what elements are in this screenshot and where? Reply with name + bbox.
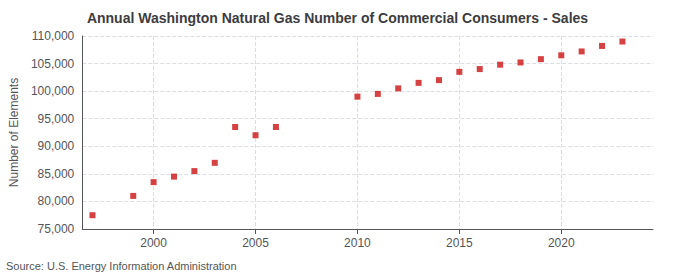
svg-text:105,000: 105,000 — [31, 57, 75, 71]
svg-text:2020: 2020 — [548, 236, 575, 250]
svg-text:95,000: 95,000 — [38, 112, 75, 126]
svg-text:85,000: 85,000 — [38, 167, 75, 181]
svg-text:Annual Washington Natural Gas: Annual Washington Natural Gas Number of … — [87, 10, 588, 26]
svg-text:2005: 2005 — [242, 236, 269, 250]
svg-text:2010: 2010 — [344, 236, 371, 250]
svg-text:2015: 2015 — [446, 236, 473, 250]
svg-text:Number of Elements: Number of Elements — [7, 78, 21, 187]
svg-text:110,000: 110,000 — [32, 29, 75, 43]
svg-text:75,000: 75,000 — [38, 222, 75, 236]
svg-text:Source: U.S. Energy Informatio: Source: U.S. Energy Information Administ… — [6, 260, 237, 272]
svg-text:80,000: 80,000 — [38, 194, 75, 208]
svg-text:100,000: 100,000 — [31, 84, 75, 98]
svg-text:90,000: 90,000 — [38, 139, 75, 153]
svg-text:2000: 2000 — [140, 236, 167, 250]
